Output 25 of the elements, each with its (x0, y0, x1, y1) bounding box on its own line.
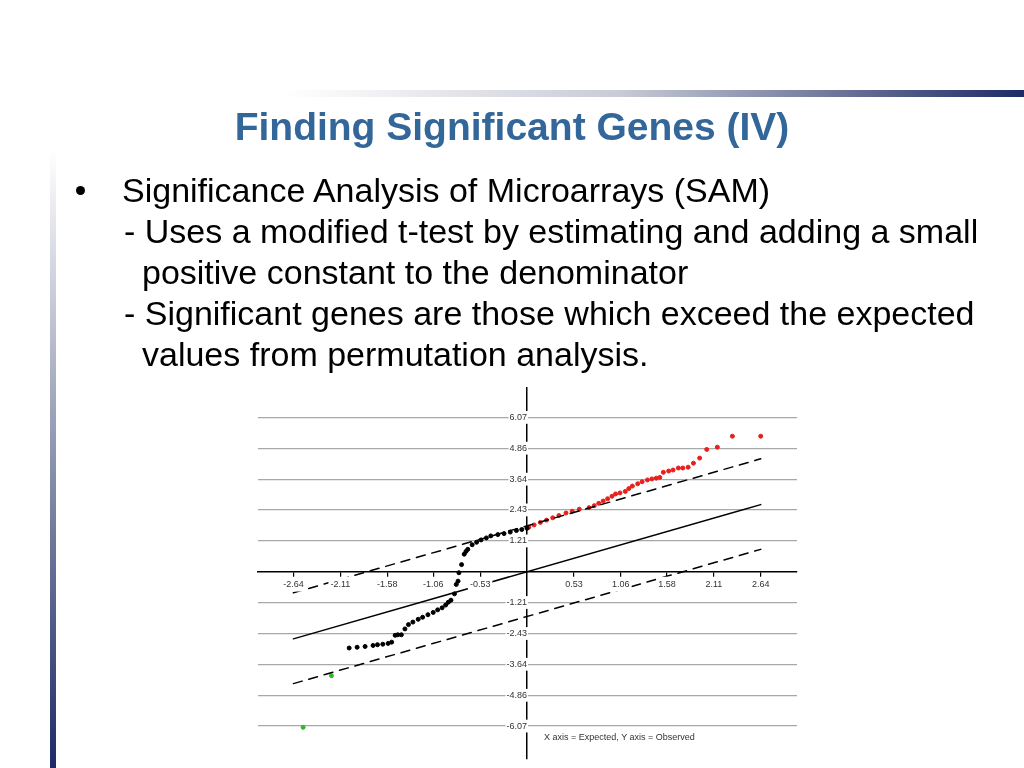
annotation: X axis = Expected, Y axis = Observed (544, 732, 695, 743)
x-tick-label: -2.64 (283, 578, 304, 589)
text: - Uses a modified t-test by estimating and adding a small positive constant to the denominator (123, 211, 980, 293)
y-tick-label: -4.86 (506, 689, 528, 700)
x-tick-label: -1.58 (376, 578, 398, 589)
x-tick-label: -1.06 (422, 578, 444, 589)
text: - Significant genes are those which exceed the expected values from permutation analysis. (123, 293, 976, 375)
x-tick-label: -2.11 (330, 578, 351, 589)
x-tick-label: 0.53 (565, 578, 583, 589)
y-tick-label: -1.21 (506, 596, 528, 607)
chart-subtitle: Significance Analysis of Microarrays (SAM) (122, 170, 772, 211)
x-tick-label: 2.11 (705, 578, 723, 589)
y-tick-label: -2.43 (506, 628, 528, 638)
chart-title: Finding Significant Genes (IV) (233, 104, 791, 150)
x-tick-label: 2.64 (751, 578, 770, 589)
y-tick-label: -3.64 (506, 658, 528, 669)
y-tick-label: 6.07 (509, 411, 528, 422)
y-tick-label: 2.43 (509, 504, 528, 515)
x-tick-label: 1.06 (612, 578, 630, 589)
y-tick-label: -6.07 (506, 720, 528, 731)
y-tick-label: 1.21 (509, 535, 528, 546)
y-tick-label: 3.64 (509, 473, 528, 484)
y-tick-label: 4.86 (509, 442, 528, 453)
x-tick-label: 1.58 (658, 578, 676, 589)
x-tick-label: -0.53 (469, 578, 491, 589)
